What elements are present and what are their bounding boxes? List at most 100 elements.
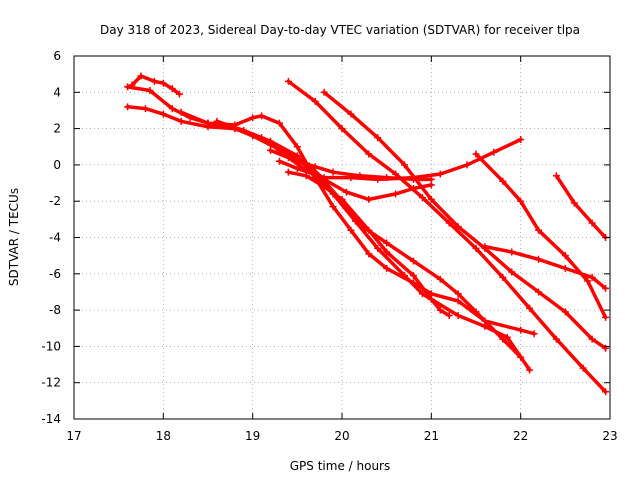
- data-point: [141, 105, 149, 113]
- data-point: [347, 174, 355, 182]
- data-point: [240, 126, 248, 134]
- data-point: [365, 250, 373, 258]
- data-point: [602, 313, 610, 321]
- data-point: [168, 105, 176, 113]
- data-point: [409, 279, 417, 287]
- data-point: [561, 264, 569, 272]
- series-track-1: [130, 74, 182, 96]
- data-point: [338, 195, 346, 203]
- data-point: [365, 195, 373, 203]
- data-point: [526, 366, 534, 374]
- data-point: [392, 170, 400, 178]
- x-tick-label: 22: [513, 429, 528, 443]
- y-tick-label: -10: [41, 339, 61, 353]
- y-tick-label: 6: [53, 49, 61, 63]
- data-point: [454, 223, 462, 231]
- data-point: [490, 148, 498, 156]
- data-point: [427, 195, 435, 203]
- data-point: [445, 219, 453, 227]
- data-point: [584, 277, 592, 285]
- data-point: [342, 188, 350, 196]
- data-point: [472, 150, 480, 158]
- x-tick-label: 20: [334, 429, 349, 443]
- data-point: [499, 177, 507, 185]
- data-point: [213, 117, 221, 125]
- data-point: [454, 312, 462, 320]
- data-point: [329, 203, 337, 211]
- tick-layer: 17 18 19 20 21 22 23 -14 -12 -10 -8 -6 -4 -2 0 2 4 6: [41, 49, 617, 443]
- data-point: [249, 114, 257, 122]
- data-point: [311, 97, 319, 105]
- y-tick-label: -12: [41, 376, 61, 390]
- data-point: [204, 119, 212, 127]
- data-point: [472, 244, 480, 252]
- data-point: [293, 165, 301, 173]
- data-point: [463, 161, 471, 169]
- data-point: [374, 134, 382, 142]
- data-point: [275, 119, 283, 127]
- data-point: [579, 364, 587, 372]
- data-point: [535, 255, 543, 263]
- series-track-8: [286, 170, 532, 372]
- y-tick-label: 0: [53, 158, 61, 172]
- data-point: [168, 85, 176, 93]
- data-point: [275, 157, 283, 165]
- data-point: [267, 146, 275, 154]
- data-point: [454, 290, 462, 298]
- data-point: [159, 110, 167, 118]
- data-point: [374, 244, 382, 252]
- data-point: [427, 295, 435, 303]
- data-point: [561, 308, 569, 316]
- data-point: [602, 388, 610, 396]
- data-point: [329, 168, 337, 176]
- data-point: [427, 181, 435, 189]
- x-tick-label: 23: [602, 429, 617, 443]
- data-point: [588, 335, 596, 343]
- data-point: [347, 226, 355, 234]
- y-tick-label: -8: [49, 303, 61, 317]
- data-point: [552, 335, 560, 343]
- y-axis-label: SDTVAR / TECUs: [7, 188, 21, 286]
- data-point: [124, 103, 132, 111]
- x-tick-label: 17: [66, 429, 81, 443]
- data-point: [374, 175, 382, 183]
- data-point: [535, 288, 543, 296]
- x-tick-label: 21: [424, 429, 439, 443]
- data-point: [570, 199, 578, 207]
- series-track-10: [322, 90, 608, 350]
- data-point: [472, 308, 480, 316]
- y-tick-label: 4: [53, 85, 61, 99]
- data-point: [320, 174, 328, 182]
- data-point: [508, 268, 516, 276]
- data-point: [365, 150, 373, 158]
- data-point: [383, 264, 391, 272]
- data-point: [409, 272, 417, 280]
- data-point: [293, 143, 301, 151]
- data-point: [436, 306, 444, 314]
- data-point: [146, 86, 154, 94]
- data-point: [499, 273, 507, 281]
- data-point: [320, 183, 328, 191]
- data-point: [526, 304, 534, 312]
- x-tick-label: 19: [245, 429, 260, 443]
- data-point: [561, 252, 569, 260]
- data-point: [175, 90, 183, 98]
- data-point: [177, 117, 185, 125]
- data-point: [365, 226, 373, 234]
- data-point: [401, 161, 409, 169]
- series-track-13: [554, 174, 608, 240]
- data-point: [347, 110, 355, 118]
- data-point: [481, 243, 489, 251]
- data-point: [508, 248, 516, 256]
- data-point: [284, 154, 292, 162]
- data-point: [418, 194, 426, 202]
- x-tick-label: 18: [156, 429, 171, 443]
- data-point: [602, 284, 610, 292]
- chart-title: Day 318 of 2023, Sidereal Day-to-day VTE…: [100, 23, 580, 37]
- data-point: [436, 275, 444, 283]
- series-track-4: [179, 110, 434, 202]
- data-point: [267, 137, 275, 145]
- y-tick-label: -14: [41, 412, 61, 426]
- data-point: [517, 135, 525, 143]
- data-point: [535, 226, 543, 234]
